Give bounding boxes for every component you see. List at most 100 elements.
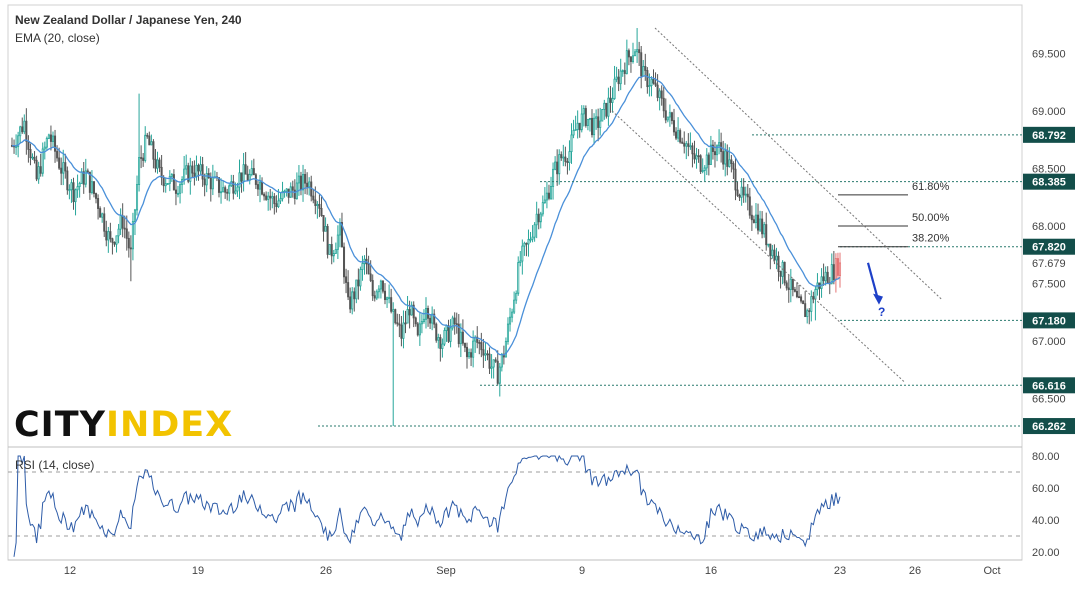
candle-body: [476, 336, 479, 343]
candle-body: [240, 172, 243, 182]
candle-body: [771, 249, 774, 257]
candle-body: [76, 186, 79, 191]
candle-body: [463, 342, 466, 348]
ema-line: [11, 75, 841, 356]
price-tick-label: 67.500: [1032, 279, 1066, 291]
candle-body: [21, 126, 24, 133]
candle-body: [806, 310, 809, 318]
candle-body: [228, 185, 231, 194]
candle-body: [537, 213, 540, 223]
candle-body: [224, 187, 227, 193]
candle-body: [275, 203, 278, 208]
candle-body: [590, 117, 594, 136]
candle-body: [406, 309, 409, 324]
candle-body: [691, 145, 694, 155]
candle-body: [193, 172, 196, 178]
candle-body: [82, 171, 85, 185]
candle-body: [39, 166, 42, 174]
candle-body: [302, 174, 305, 191]
candle-body: [834, 258, 837, 281]
candle-body: [814, 289, 817, 300]
candle-body: [47, 134, 50, 139]
candle-body: [713, 151, 716, 156]
candle-body: [166, 183, 169, 185]
candle-body: [367, 263, 370, 275]
candle-body: [675, 131, 678, 139]
candle-body: [394, 309, 397, 324]
candle-body: [90, 181, 93, 193]
candle-body: [662, 97, 665, 112]
candle-body: [422, 318, 425, 322]
candle-body: [371, 280, 374, 297]
candle-body: [60, 167, 63, 174]
candle-body: [795, 290, 798, 298]
candle-body: [244, 164, 247, 175]
candle-body: [810, 296, 813, 312]
candle-body: [484, 353, 487, 356]
candle-body: [457, 323, 460, 345]
forecast-arrow-shaft: [866, 262, 880, 300]
candle-body: [392, 309, 395, 312]
candle-body: [722, 151, 725, 165]
candle-body: [191, 165, 194, 174]
candle-body: [668, 112, 671, 118]
candle-body: [761, 218, 764, 235]
candle-body: [455, 323, 458, 326]
candle-body: [201, 164, 204, 180]
candle-body: [779, 271, 782, 277]
candle-body: [701, 170, 704, 172]
candle-body: [730, 159, 733, 165]
level-badge-label: 68.792: [1032, 130, 1066, 142]
candle-body: [23, 120, 26, 133]
candle-body: [441, 343, 444, 349]
candle-body: [750, 214, 753, 221]
candle-body: [437, 337, 440, 341]
candle-body: [478, 342, 481, 344]
candle-body: [695, 155, 698, 160]
candle-body: [236, 186, 239, 192]
candle-body: [80, 171, 83, 184]
candle-body: [156, 159, 159, 169]
x-tick-label: 12: [64, 565, 76, 577]
candle-body: [429, 317, 432, 324]
candle-body: [187, 165, 190, 182]
chart-title: New Zealand Dollar / Japanese Yen, 240: [15, 13, 242, 27]
candle-body: [133, 209, 136, 223]
candle-body: [724, 150, 727, 165]
candle-body: [482, 349, 485, 356]
candle-body: [625, 50, 628, 74]
candle-body: [357, 279, 360, 287]
candle-body: [56, 150, 59, 159]
candle-body: [525, 242, 528, 245]
candle-body: [646, 70, 649, 88]
candle-body: [769, 243, 772, 257]
x-tick-label: 16: [705, 565, 717, 577]
candle-body: [687, 143, 690, 147]
candle-body: [285, 188, 288, 192]
candle-body: [66, 170, 69, 191]
candle-body: [568, 151, 571, 164]
candle-body: [459, 331, 462, 345]
candle-body: [37, 166, 40, 180]
candle-body: [638, 49, 641, 54]
candle-body: [472, 340, 475, 358]
candle-body: [738, 194, 741, 198]
candle-body: [136, 184, 139, 211]
candle-body: [787, 287, 790, 290]
level-badge: [1023, 312, 1075, 329]
candle-body: [281, 191, 284, 200]
candle-body: [578, 122, 581, 131]
candle-body: [519, 260, 522, 263]
candle-body: [588, 117, 591, 120]
candle-body: [595, 116, 598, 119]
candle-body: [418, 323, 421, 336]
candle-body: [705, 154, 708, 169]
price-tick-label: 66.500: [1032, 394, 1066, 406]
candle-body: [709, 144, 712, 165]
candle-body: [640, 52, 643, 77]
candle-body: [176, 192, 180, 195]
candle-body: [396, 322, 399, 325]
candle-body: [597, 116, 600, 128]
candle-body: [72, 182, 75, 203]
candle-body: [693, 153, 696, 160]
